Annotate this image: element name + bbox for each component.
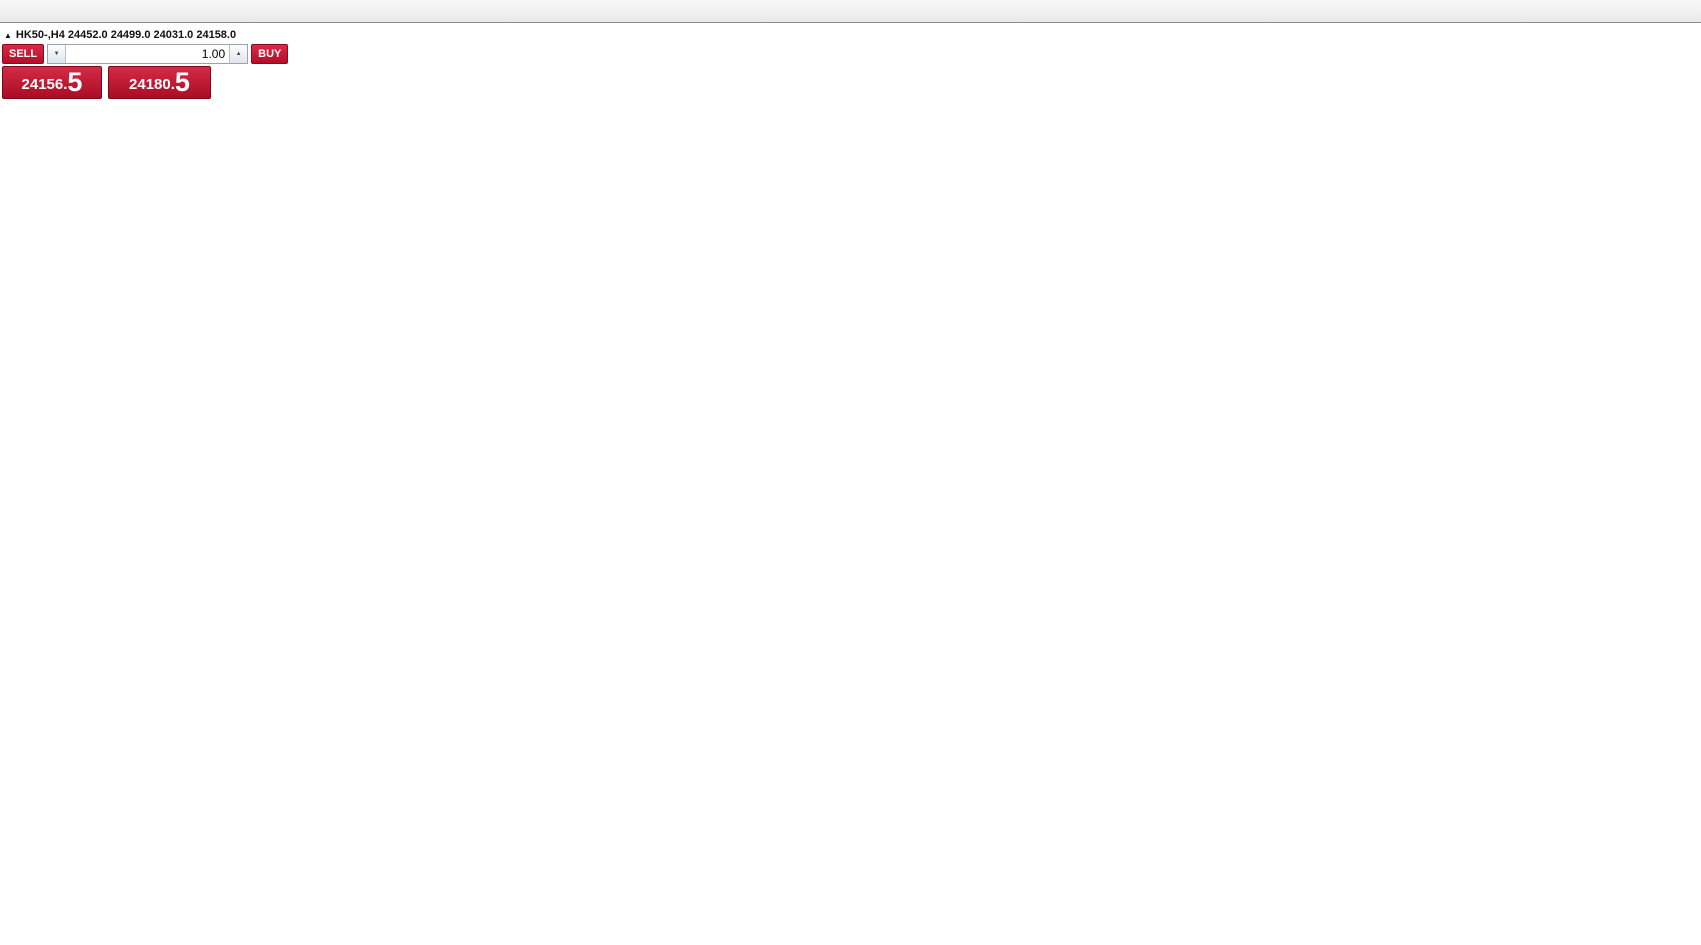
- collapse-triangle-icon[interactable]: ▲: [4, 30, 12, 40]
- buy-price-frac: 5: [174, 67, 190, 97]
- volume-increase-button[interactable]: ▲: [229, 45, 248, 63]
- sell-button[interactable]: SELL: [2, 44, 45, 64]
- toolbar: [0, 0, 1701, 23]
- chart-title: ▲ HK50-,H4 24452.0 24499.0 24031.0 24158…: [4, 29, 236, 41]
- chart-title-text: HK50-,H4 24452.0 24499.0 24031.0 24158.0: [15, 29, 237, 41]
- triangle-down-icon: ▼: [53, 51, 60, 57]
- sell-price-frac: 5: [67, 67, 83, 97]
- volume-control: ▼ ▲: [47, 44, 249, 64]
- buy-price-button[interactable]: 24180. 5: [108, 66, 211, 99]
- triangle-up-icon: ▲: [235, 51, 242, 57]
- buy-button[interactable]: BUY: [251, 44, 289, 64]
- volume-input[interactable]: [66, 45, 230, 63]
- buy-price-main: 24180: [129, 76, 171, 93]
- sell-price-main: 24156: [21, 76, 64, 93]
- sell-price-button[interactable]: 24156. 5: [2, 66, 102, 99]
- one-click-trading-panel: SELL ▼ ▲ BUY 24156.5 24180.5: [2, 44, 289, 99]
- volume-decrease-button[interactable]: ▼: [48, 45, 67, 63]
